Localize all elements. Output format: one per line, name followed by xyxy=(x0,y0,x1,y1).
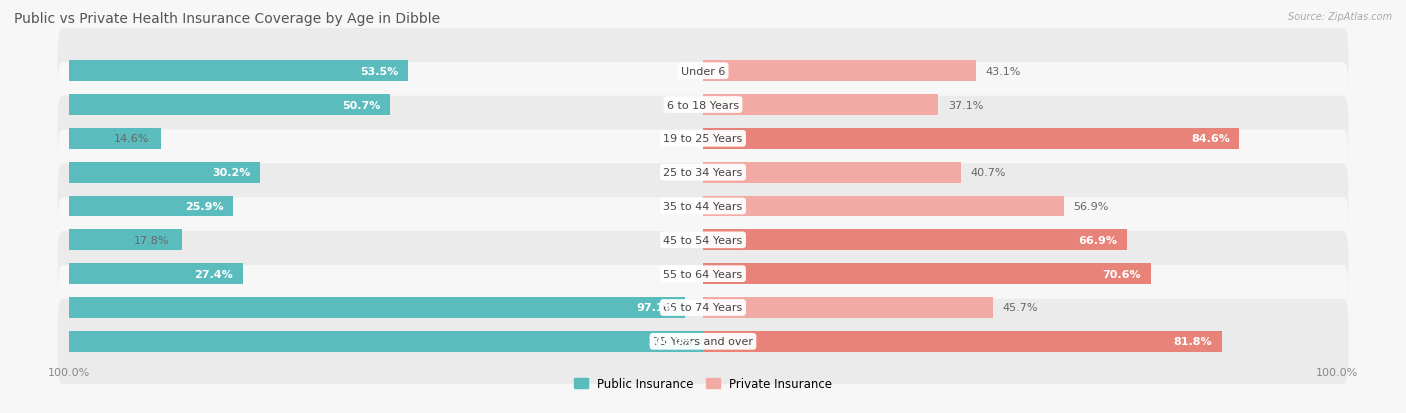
Legend: Public Insurance, Private Insurance: Public Insurance, Private Insurance xyxy=(569,373,837,395)
Text: 97.1%: 97.1% xyxy=(637,303,675,313)
Bar xyxy=(69,297,685,318)
FancyBboxPatch shape xyxy=(58,299,1348,384)
FancyBboxPatch shape xyxy=(58,29,1348,114)
Text: 40.7%: 40.7% xyxy=(970,168,1007,178)
Text: 55 to 64 Years: 55 to 64 Years xyxy=(664,269,742,279)
Bar xyxy=(69,263,243,285)
Bar xyxy=(703,331,1222,352)
Text: 30.2%: 30.2% xyxy=(212,168,250,178)
Bar xyxy=(703,162,962,183)
Text: 14.6%: 14.6% xyxy=(114,134,149,144)
Text: 65 to 74 Years: 65 to 74 Years xyxy=(664,303,742,313)
FancyBboxPatch shape xyxy=(58,130,1348,215)
Text: 37.1%: 37.1% xyxy=(948,100,983,110)
Bar xyxy=(703,128,1240,150)
Bar xyxy=(69,128,162,150)
FancyBboxPatch shape xyxy=(58,63,1348,148)
FancyBboxPatch shape xyxy=(58,265,1348,350)
Text: 45.7%: 45.7% xyxy=(1002,303,1038,313)
Text: 53.5%: 53.5% xyxy=(360,66,399,76)
FancyBboxPatch shape xyxy=(58,97,1348,182)
Text: Under 6: Under 6 xyxy=(681,66,725,76)
Text: 25 to 34 Years: 25 to 34 Years xyxy=(664,168,742,178)
Bar xyxy=(703,263,1150,285)
Text: 84.6%: 84.6% xyxy=(1191,134,1230,144)
Bar xyxy=(69,61,408,82)
Text: 6 to 18 Years: 6 to 18 Years xyxy=(666,100,740,110)
Text: 25.9%: 25.9% xyxy=(186,202,224,211)
Text: 50.7%: 50.7% xyxy=(343,100,381,110)
Text: 27.4%: 27.4% xyxy=(194,269,233,279)
Bar xyxy=(703,196,1064,217)
Text: 75 Years and over: 75 Years and over xyxy=(652,337,754,347)
Text: 19 to 25 Years: 19 to 25 Years xyxy=(664,134,742,144)
FancyBboxPatch shape xyxy=(58,164,1348,249)
Text: Source: ZipAtlas.com: Source: ZipAtlas.com xyxy=(1288,12,1392,22)
Bar xyxy=(703,95,938,116)
Bar xyxy=(69,162,260,183)
Bar xyxy=(703,297,993,318)
Text: 81.8%: 81.8% xyxy=(1174,337,1212,347)
Bar xyxy=(69,230,181,251)
Bar xyxy=(69,331,703,352)
Bar xyxy=(703,230,1128,251)
FancyBboxPatch shape xyxy=(58,231,1348,316)
Text: 45 to 54 Years: 45 to 54 Years xyxy=(664,235,742,245)
Bar xyxy=(703,61,976,82)
Text: 35 to 44 Years: 35 to 44 Years xyxy=(664,202,742,211)
Text: 43.1%: 43.1% xyxy=(986,66,1021,76)
Bar xyxy=(69,95,391,116)
Text: 66.9%: 66.9% xyxy=(1078,235,1118,245)
Text: 100.0%: 100.0% xyxy=(648,337,693,347)
Text: 17.8%: 17.8% xyxy=(134,235,169,245)
FancyBboxPatch shape xyxy=(58,198,1348,283)
Text: 70.6%: 70.6% xyxy=(1102,269,1142,279)
Text: 56.9%: 56.9% xyxy=(1073,202,1109,211)
Bar xyxy=(69,196,233,217)
Text: Public vs Private Health Insurance Coverage by Age in Dibble: Public vs Private Health Insurance Cover… xyxy=(14,12,440,26)
